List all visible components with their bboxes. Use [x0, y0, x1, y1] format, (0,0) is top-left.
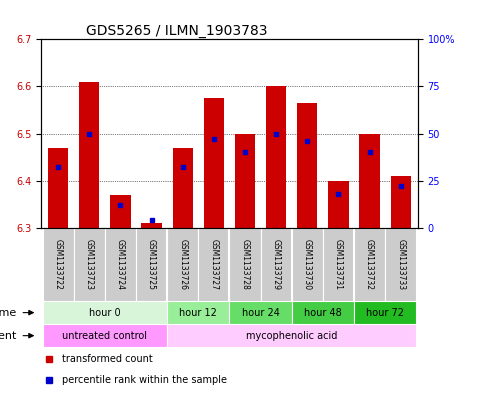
Text: percentile rank within the sample: percentile rank within the sample — [62, 375, 227, 385]
Text: hour 24: hour 24 — [242, 308, 280, 318]
Bar — [235, 134, 255, 228]
Bar — [359, 134, 380, 228]
Text: GSM1133725: GSM1133725 — [147, 239, 156, 290]
Bar — [43, 324, 167, 347]
Text: transformed count: transformed count — [62, 354, 153, 364]
Bar — [229, 228, 260, 301]
Text: agent: agent — [0, 331, 16, 341]
Text: GSM1133723: GSM1133723 — [85, 239, 94, 290]
Bar — [229, 301, 292, 324]
Bar — [142, 223, 162, 228]
Text: hour 12: hour 12 — [179, 308, 217, 318]
Bar — [354, 228, 385, 301]
Bar — [110, 195, 130, 228]
Text: GSM1133732: GSM1133732 — [365, 239, 374, 290]
Bar — [79, 82, 99, 228]
Text: GSM1133724: GSM1133724 — [116, 239, 125, 290]
Text: GSM1133731: GSM1133731 — [334, 239, 343, 290]
Bar — [260, 228, 292, 301]
Text: hour 48: hour 48 — [304, 308, 341, 318]
Bar — [391, 176, 411, 228]
Text: GDS5265 / ILMN_1903783: GDS5265 / ILMN_1903783 — [86, 24, 268, 38]
Bar — [204, 98, 224, 228]
Bar — [292, 228, 323, 301]
Bar — [385, 228, 416, 301]
Text: GSM1133730: GSM1133730 — [303, 239, 312, 290]
Text: time: time — [0, 308, 16, 318]
Bar — [292, 301, 354, 324]
Bar — [167, 324, 416, 347]
Text: mycophenolic acid: mycophenolic acid — [246, 331, 338, 341]
Bar — [105, 228, 136, 301]
Bar — [43, 228, 74, 301]
Text: GSM1133728: GSM1133728 — [241, 239, 250, 290]
Bar — [172, 148, 193, 228]
Bar — [297, 103, 317, 228]
Text: hour 72: hour 72 — [366, 308, 404, 318]
Text: untreated control: untreated control — [62, 331, 147, 341]
Text: hour 0: hour 0 — [89, 308, 121, 318]
Text: GSM1133726: GSM1133726 — [178, 239, 187, 290]
Bar — [167, 301, 229, 324]
Text: GSM1133733: GSM1133733 — [396, 239, 405, 290]
Bar — [48, 148, 68, 228]
Text: GSM1133727: GSM1133727 — [209, 239, 218, 290]
Text: GSM1133729: GSM1133729 — [271, 239, 281, 290]
Bar — [323, 228, 354, 301]
Text: GSM1133722: GSM1133722 — [54, 239, 63, 290]
Bar — [199, 228, 229, 301]
Bar — [354, 301, 416, 324]
Bar — [266, 86, 286, 228]
Bar — [43, 301, 167, 324]
Bar — [74, 228, 105, 301]
Bar — [328, 181, 349, 228]
Bar — [136, 228, 167, 301]
Bar — [167, 228, 199, 301]
